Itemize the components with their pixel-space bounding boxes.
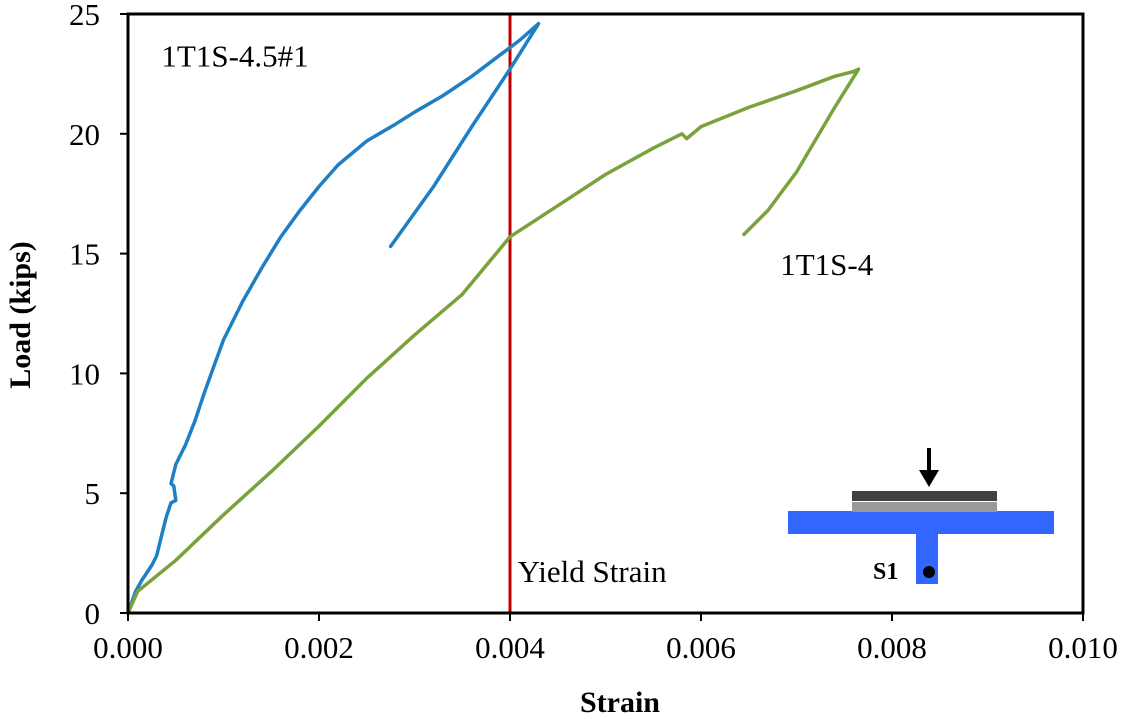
y-tick-label: 25 <box>69 0 100 32</box>
y-tick-label: 15 <box>69 237 100 272</box>
x-tick-label: 0.000 <box>93 630 163 665</box>
series-layer <box>126 21 861 615</box>
y-tick-label: 10 <box>69 356 100 391</box>
inset-load-bar <box>852 491 997 501</box>
x-tick-label: 0.002 <box>284 630 354 665</box>
x-tick-label: 0.010 <box>1048 630 1118 665</box>
y-tick-label: 5 <box>85 476 101 511</box>
inset-bearing-plate <box>852 502 997 512</box>
gauge-label-s1: S1 <box>873 559 898 585</box>
series-label-1t1s-4: 1T1S-4 <box>780 247 874 282</box>
y-tick-label: 0 <box>85 596 101 631</box>
tick-labels: 0.000 0.002 0.004 0.006 0.008 0.010 0 5 10 15 20 25 <box>69 0 1118 665</box>
x-tick-label: 0.006 <box>666 630 736 665</box>
axis-ticks <box>120 13 1084 621</box>
plot-area-frame <box>126 12 1085 615</box>
load-arrow-icon <box>919 448 939 487</box>
y-tick-label: 20 <box>69 117 100 152</box>
inset-flange <box>788 511 1054 534</box>
series-line-1t1s-4 <box>126 67 861 615</box>
series-line-1t1s-4-5-1 <box>126 21 541 615</box>
series-label-1t1s-4-5-1: 1T1S-4.5#1 <box>161 39 308 74</box>
y-axis-title: Load (kips) <box>4 241 37 389</box>
t-beam-inset: S1 <box>788 448 1054 585</box>
x-tick-label: 0.004 <box>475 630 545 665</box>
x-tick-label: 0.008 <box>857 630 927 665</box>
x-axis-title: Strain <box>580 686 660 719</box>
gauge-point-icon <box>923 566 935 578</box>
yield-strain-label: Yield Strain <box>518 554 667 589</box>
